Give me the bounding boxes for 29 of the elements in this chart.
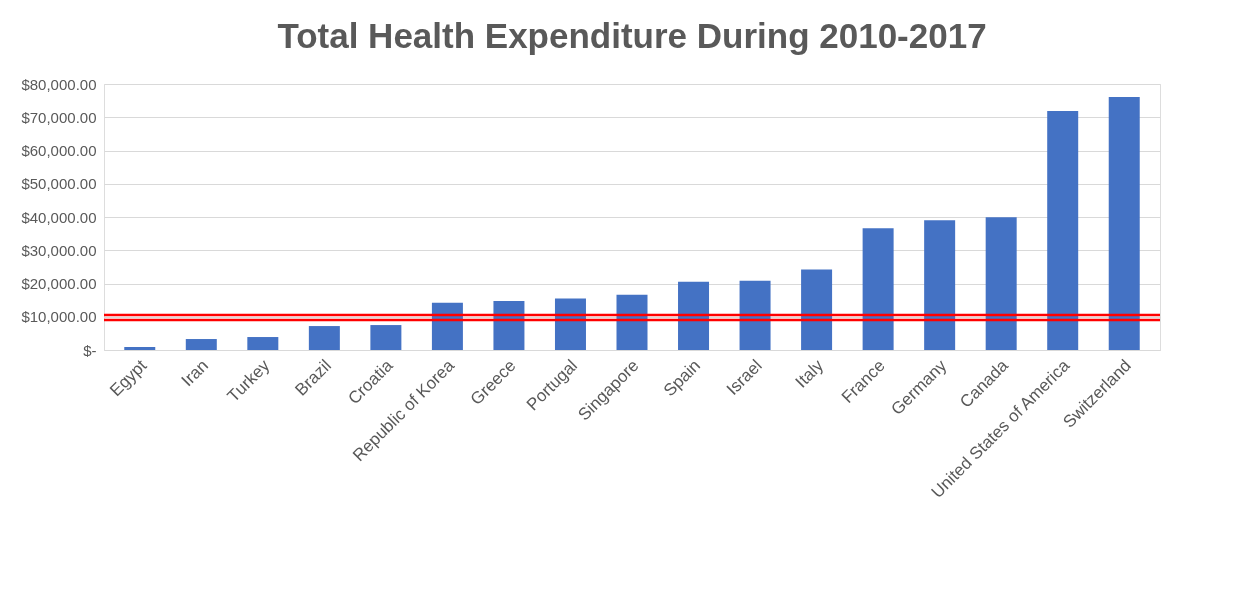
bar [247, 337, 279, 350]
y-tick-label: $60,000.00 [21, 142, 97, 159]
bar [678, 281, 710, 350]
bar [370, 325, 402, 350]
bar [862, 228, 894, 350]
bar [801, 269, 833, 350]
y-tick-label: $- [83, 341, 97, 359]
y-tick-label: $40,000.00 [21, 208, 97, 226]
bar [1108, 96, 1140, 350]
bar [493, 301, 525, 350]
bar [739, 280, 771, 350]
y-tick-label: $30,000.00 [21, 241, 97, 259]
bar [1047, 110, 1079, 350]
y-tick-label: $80,000.00 [21, 75, 97, 93]
bar [924, 220, 956, 350]
y-tick-label: $10,000.00 [21, 308, 97, 326]
x-tick-label: Iran [177, 356, 212, 391]
y-tick-label: $50,000.00 [21, 175, 97, 193]
y-tick-label: $20,000.00 [21, 275, 97, 292]
bar [124, 347, 156, 350]
bar [308, 326, 340, 350]
bar [554, 298, 586, 350]
bar [985, 217, 1017, 350]
x-tick-label: Italy [791, 355, 828, 392]
y-tick-label: $70,000.00 [21, 108, 97, 126]
bar [616, 294, 648, 350]
chart-title: Total Health Expenditure During 2010-2017 [277, 16, 987, 55]
bar [431, 302, 463, 350]
bar [185, 339, 217, 350]
